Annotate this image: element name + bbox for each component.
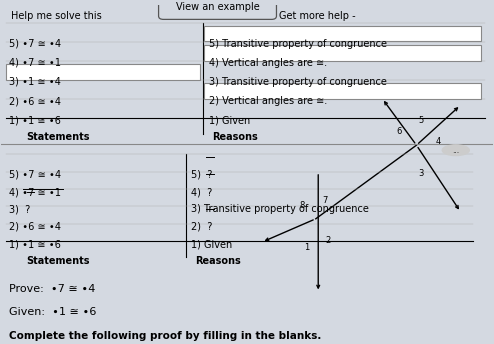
Text: 5)  ?: 5) ? bbox=[191, 170, 212, 180]
Text: 5) ∙7 ≅ ∙4: 5) ∙7 ≅ ∙4 bbox=[9, 39, 61, 49]
Text: Get more help -: Get more help - bbox=[279, 11, 356, 21]
Text: 2) ∙6 ≅ ∙4: 2) ∙6 ≅ ∙4 bbox=[9, 96, 61, 106]
Text: 4: 4 bbox=[436, 137, 441, 146]
Text: Statements: Statements bbox=[26, 256, 89, 266]
Text: 2) ∙6 ≅ ∙4: 2) ∙6 ≅ ∙4 bbox=[9, 222, 61, 232]
Text: Statements: Statements bbox=[26, 132, 89, 142]
Text: 6: 6 bbox=[397, 127, 402, 136]
Text: 5) Transitive property of congruence: 5) Transitive property of congruence bbox=[208, 39, 387, 49]
Text: 7: 7 bbox=[322, 196, 328, 205]
Text: 3) Transitive property of congruence: 3) Transitive property of congruence bbox=[208, 77, 387, 87]
Text: Reasons: Reasons bbox=[196, 256, 241, 266]
FancyBboxPatch shape bbox=[204, 45, 481, 61]
FancyBboxPatch shape bbox=[204, 83, 481, 99]
Text: 5: 5 bbox=[419, 116, 424, 125]
Text: 3) Transitive property of congruence: 3) Transitive property of congruence bbox=[191, 204, 369, 214]
Text: 4) ∙7 ≅ ∙1: 4) ∙7 ≅ ∙1 bbox=[9, 58, 61, 68]
Text: 1) Given: 1) Given bbox=[191, 239, 232, 249]
Text: 3: 3 bbox=[419, 169, 424, 178]
Text: Given:  ∙1 ≅ ∙6: Given: ∙1 ≅ ∙6 bbox=[9, 308, 96, 318]
Text: 1) Given: 1) Given bbox=[208, 115, 250, 125]
Text: 3) ∙1 ≅ ∙4: 3) ∙1 ≅ ∙4 bbox=[9, 77, 61, 87]
FancyBboxPatch shape bbox=[159, 0, 277, 19]
Text: 4) ∙7 ≅ ∙1: 4) ∙7 ≅ ∙1 bbox=[9, 187, 61, 197]
Text: ...: ... bbox=[452, 146, 459, 155]
Text: 3)  ?: 3) ? bbox=[9, 204, 30, 214]
Text: 4)  ?: 4) ? bbox=[191, 187, 212, 197]
Text: 2: 2 bbox=[326, 236, 330, 245]
Text: 1: 1 bbox=[304, 243, 310, 252]
Text: 4) Vertical angles are ≅.: 4) Vertical angles are ≅. bbox=[208, 58, 327, 68]
Ellipse shape bbox=[442, 145, 469, 155]
Text: Complete the following proof by filling in the blanks.: Complete the following proof by filling … bbox=[9, 331, 321, 341]
Text: 1) ∙1 ≅ ∙6: 1) ∙1 ≅ ∙6 bbox=[9, 115, 61, 125]
Text: 2) Vertical angles are ≅.: 2) Vertical angles are ≅. bbox=[208, 96, 327, 106]
Text: Help me solve this: Help me solve this bbox=[11, 11, 102, 21]
FancyBboxPatch shape bbox=[6, 64, 201, 79]
Text: Reasons: Reasons bbox=[212, 132, 258, 142]
Text: 8: 8 bbox=[299, 201, 305, 210]
Text: 1) ∙1 ≅ ∙6: 1) ∙1 ≅ ∙6 bbox=[9, 239, 61, 249]
Text: View an example: View an example bbox=[176, 2, 259, 12]
Text: 2)  ?: 2) ? bbox=[191, 222, 212, 232]
FancyBboxPatch shape bbox=[204, 26, 481, 42]
Text: Prove:  ∙7 ≅ ∙4: Prove: ∙7 ≅ ∙4 bbox=[9, 284, 95, 294]
Text: 5) ∙7 ≅ ∙4: 5) ∙7 ≅ ∙4 bbox=[9, 170, 61, 180]
